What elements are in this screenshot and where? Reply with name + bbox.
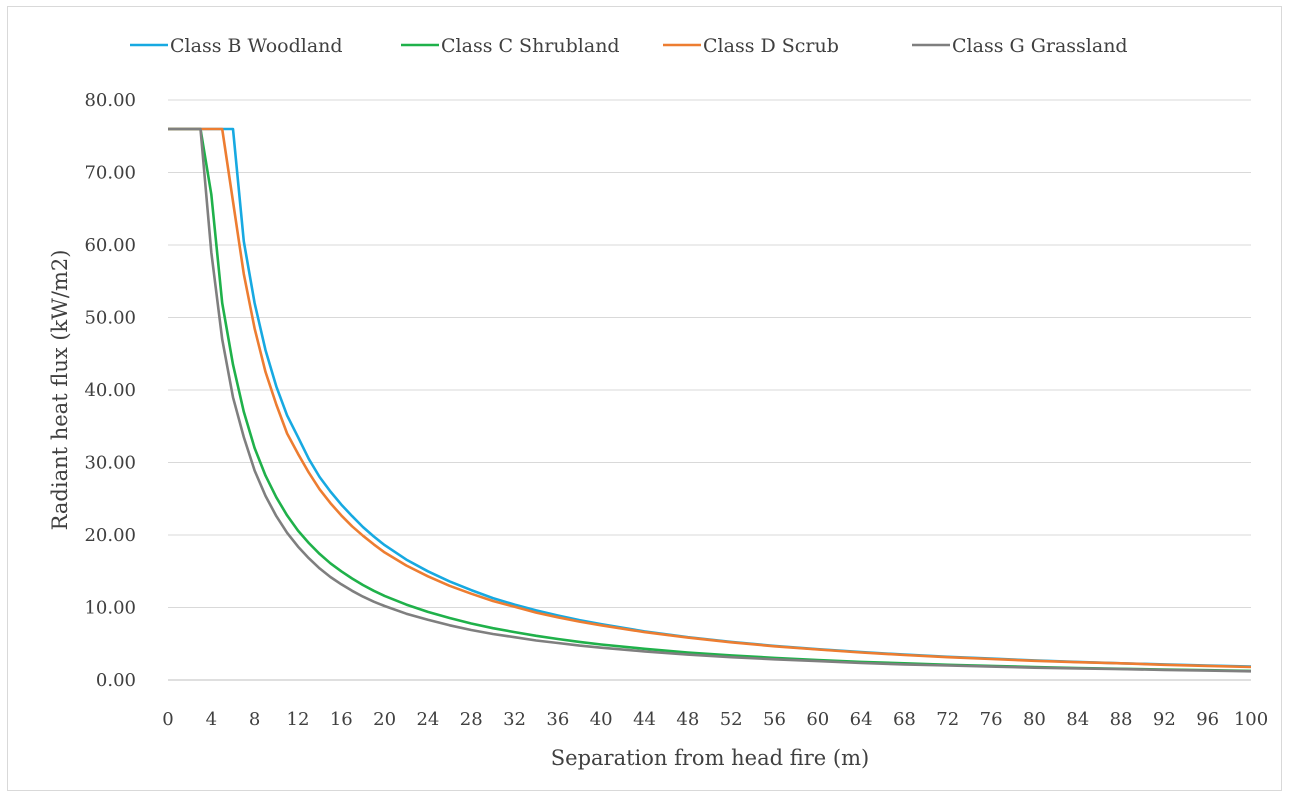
x-tick-label: 72	[936, 709, 959, 730]
y-tick-label: 70.00	[84, 163, 136, 184]
x-tick-label: 76	[980, 709, 1003, 730]
y-tick-label: 10.00	[84, 598, 136, 619]
legend-item: Class C Shrubland	[401, 35, 620, 57]
x-tick-label: 16	[330, 709, 353, 730]
x-axis-title: Separation from head fire (m)	[551, 746, 869, 770]
legend-item: Class B Woodland	[130, 35, 343, 57]
x-tick-label: 84	[1066, 709, 1089, 730]
x-tick-label: 88	[1110, 709, 1133, 730]
x-tick-label: 80	[1023, 709, 1046, 730]
series-line-class-g-grassland	[168, 127, 1252, 673]
x-tick-label: 48	[676, 709, 699, 730]
x-tick-label: 64	[850, 709, 873, 730]
x-tick-label: 100	[1234, 709, 1268, 730]
x-tick-label: 0	[162, 709, 173, 730]
legend: Class B Woodland Class C Shrubland Class D…	[130, 35, 1128, 57]
x-tick-label: 36	[546, 709, 569, 730]
legend-item: Class G Grassland	[912, 35, 1128, 57]
legend-label: Class B Woodland	[170, 35, 343, 57]
legend-item: Class D Scrub	[663, 35, 839, 57]
x-tick-label: 40	[590, 709, 613, 730]
x-tick-label: 8	[249, 709, 260, 730]
x-tick-label: 44	[633, 709, 656, 730]
x-tick-label: 32	[503, 709, 526, 730]
series-line-class-b-woodland	[168, 127, 1252, 668]
y-tick-label: 50.00	[84, 308, 136, 329]
x-axis-ticks: 0 4 8 12 16 20 24 28 32 36 40 44 48 52 56 60 64 68 72 76 80 8…	[162, 709, 1268, 730]
y-tick-label: 30.00	[84, 453, 136, 474]
y-tick-label: 0.00	[96, 670, 136, 691]
y-tick-label: 60.00	[84, 235, 136, 256]
y-tick-label: 40.00	[84, 380, 136, 401]
legend-label: Class C Shrubland	[441, 35, 620, 57]
x-tick-label: 52	[720, 709, 743, 730]
legend-label: Class G Grassland	[952, 35, 1128, 57]
x-tick-label: 20	[373, 709, 396, 730]
y-tick-label: 20.00	[84, 525, 136, 546]
legend-label: Class D Scrub	[703, 35, 839, 57]
chart-frame	[7, 6, 1282, 791]
series-lines	[168, 127, 1252, 673]
x-tick-label: 68	[893, 709, 916, 730]
x-tick-label: 56	[763, 709, 786, 730]
x-tick-label: 4	[206, 709, 217, 730]
x-tick-label: 92	[1153, 709, 1176, 730]
gridlines	[168, 99, 1251, 681]
x-tick-label: 60	[806, 709, 829, 730]
x-tick-label: 24	[416, 709, 439, 730]
y-axis-ticks: 0.00 10.00 20.00 30.00 40.00 50.00 60.00 70.00 8…	[84, 90, 136, 691]
y-tick-label: 80.00	[84, 90, 136, 111]
x-tick-label: 28	[460, 709, 483, 730]
series-line-class-c-shrubland	[168, 127, 1252, 673]
series-line-class-d-scrub	[168, 127, 1252, 669]
x-tick-label: 96	[1196, 709, 1219, 730]
y-axis-title: Radiant heat flux (kW/m2)	[48, 250, 72, 531]
x-tick-label: 12	[287, 709, 310, 730]
